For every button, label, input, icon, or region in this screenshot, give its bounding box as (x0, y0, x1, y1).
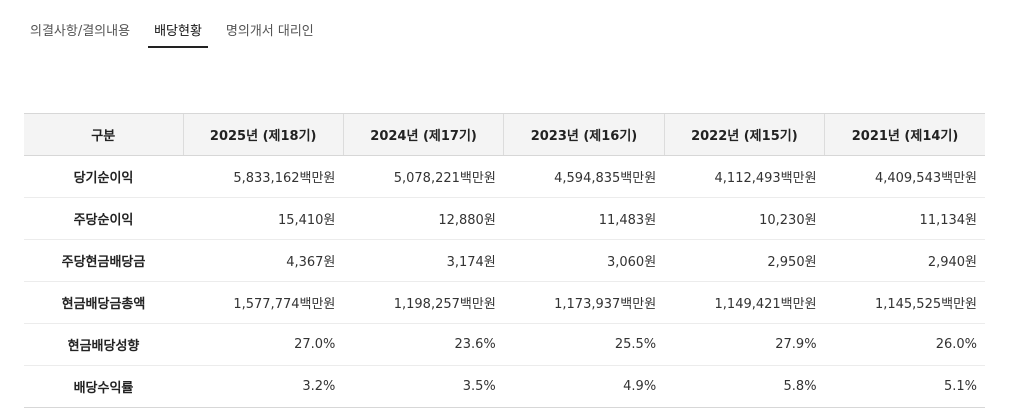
table-cell: 4,594,835백만원 (503, 155, 665, 198)
table-cell: 26.0% (824, 323, 985, 366)
table-cell: 11,134원 (824, 197, 985, 240)
table-cell: 3.2% (183, 365, 344, 408)
table-cell: 1,145,525백만원 (824, 281, 985, 324)
table-row: 현금배당성향 27.0% 23.6% 25.5% 27.9% 26.0% (24, 323, 985, 366)
tab-transfer-agent[interactable]: 명의개서 대리인 (225, 24, 314, 39)
tab-dividend-status[interactable]: 배당현황 (148, 22, 208, 48)
dividend-table-container: 구분 2025년 (제18기) 2024년 (제17기) 2023년 (제16기… (24, 113, 985, 408)
tab-resolution[interactable]: 의결사항/결의내용 (30, 24, 131, 39)
table-cell: 12,880원 (343, 197, 504, 240)
table-cell: 3,060원 (503, 239, 665, 282)
table-cell: 5.1% (824, 365, 985, 408)
table-cell: 10,230원 (664, 197, 825, 240)
table-cell: 23.6% (343, 323, 504, 366)
table-cell: 2,940원 (824, 239, 985, 282)
table-cell: 5,833,162백만원 (183, 155, 344, 198)
table-cell: 15,410원 (183, 197, 344, 240)
table-cell: 25.5% (503, 323, 665, 366)
header-year-2021: 2021년 (제14기) (824, 113, 985, 156)
table-cell: 1,577,774백만원 (183, 281, 344, 324)
table-row: 배당수익률 3.2% 3.5% 4.9% 5.8% 5.1% (24, 365, 985, 408)
header-year-2023: 2023년 (제16기) (503, 113, 665, 156)
table-cell: 27.9% (664, 323, 825, 366)
row-label: 당기순이익 (24, 155, 183, 198)
table-row: 주당순이익 15,410원 12,880원 11,483원 10,230원 11,134원 (24, 197, 985, 240)
table-cell: 3,174원 (343, 239, 504, 282)
table-header-row: 구분 2025년 (제18기) 2024년 (제17기) 2023년 (제16기… (24, 113, 985, 156)
row-label: 현금배당성향 (24, 323, 183, 366)
table-cell: 2,950원 (664, 239, 825, 282)
table-cell: 3.5% (343, 365, 504, 408)
row-label: 주당현금배당금 (24, 239, 183, 282)
dividend-table: 구분 2025년 (제18기) 2024년 (제17기) 2023년 (제16기… (24, 113, 985, 408)
header-year-2024: 2024년 (제17기) (342, 113, 504, 156)
header-category: 구분 (24, 113, 183, 156)
header-year-2022: 2022년 (제15기) (663, 113, 825, 156)
table-cell: 4,409,543백만원 (824, 155, 985, 198)
table-cell: 27.0% (183, 323, 344, 366)
table-cell: 5,078,221백만원 (343, 155, 504, 198)
table-cell: 1,173,937백만원 (503, 281, 665, 324)
table-cell: 4.9% (503, 365, 665, 408)
table-cell: 1,198,257백만원 (343, 281, 504, 324)
table-cell: 4,112,493백만원 (664, 155, 825, 198)
header-year-2025: 2025년 (제18기) (182, 113, 344, 156)
table-cell: 4,367원 (183, 239, 344, 282)
table-cell: 1,149,421백만원 (664, 281, 825, 324)
table-cell: 5.8% (664, 365, 825, 408)
table-cell: 11,483원 (503, 197, 665, 240)
row-label: 현금배당금총액 (24, 281, 183, 324)
table-row: 현금배당금총액 1,577,774백만원 1,198,257백만원 1,173,937… (24, 281, 985, 324)
tab-bar: 의결사항/결의내용 배당현황 명의개서 대리인 (30, 22, 332, 48)
row-label: 배당수익률 (24, 365, 183, 408)
row-label: 주당순이익 (24, 197, 183, 240)
table-row: 당기순이익 5,833,162백만원 5,078,221백만원 4,594,835백만… (24, 155, 985, 198)
table-row: 주당현금배당금 4,367원 3,174원 3,060원 2,950원 2,940원 (24, 239, 985, 282)
